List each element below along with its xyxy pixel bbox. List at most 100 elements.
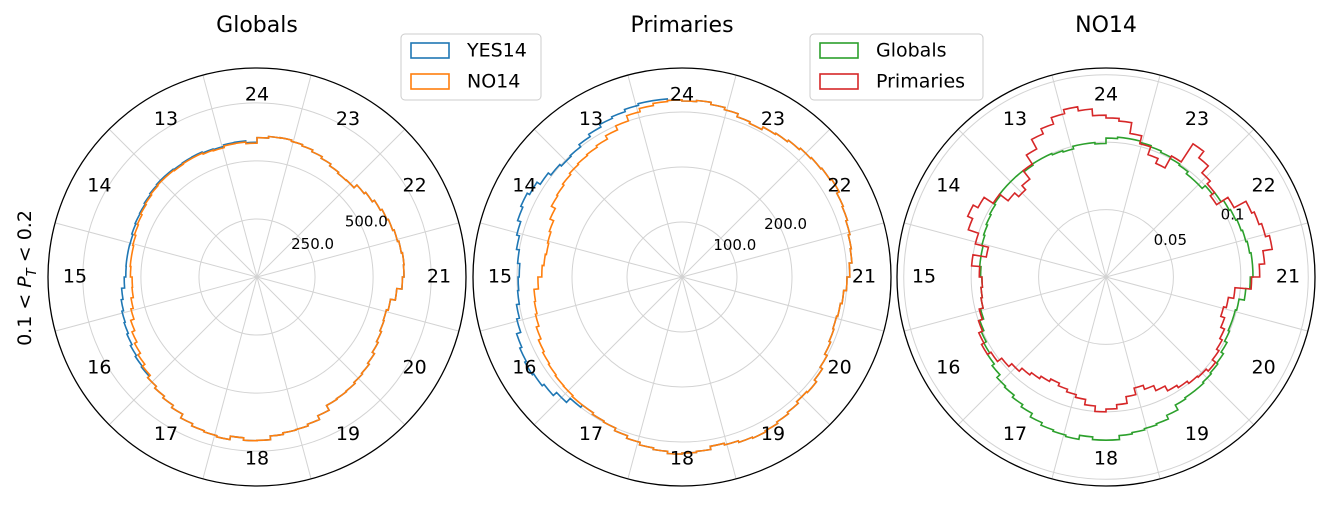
y-axis-label: 0.1 < PT < 0.2: [14, 210, 40, 346]
polar-frame: [472, 67, 892, 487]
sector-label: 13: [1003, 108, 1027, 130]
sector-label: 21: [1276, 266, 1300, 288]
sector-label: 13: [579, 108, 603, 130]
sector-label: 17: [154, 423, 178, 445]
polar-panel-3: 24 23 22 21 20 19 18 17 16 15 14 13 0.05 0.1 NO14 Globa…: [809, 13, 1316, 487]
sector-label: 16: [87, 357, 111, 379]
grid-spoke: [957, 128, 1107, 278]
sector-label: 24: [1094, 84, 1118, 106]
grid-ring: [626, 221, 738, 333]
grid-spoke: [1105, 74, 1161, 278]
radial-tick-label: 200.0: [764, 215, 807, 233]
polar-frame: [896, 67, 1316, 487]
legend-box: [809, 33, 984, 101]
sector-label: 20: [828, 357, 852, 379]
polar-frame: [47, 67, 467, 487]
grid-spoke: [627, 276, 683, 480]
grid-spoke: [681, 276, 831, 426]
grid-spoke: [1105, 222, 1309, 278]
panel-title: Globals: [216, 13, 298, 38]
radial-tick-label: 0.05: [1154, 231, 1187, 249]
sector-label: 13: [154, 108, 178, 130]
sector-label: 16: [936, 357, 960, 379]
sector-label: 17: [579, 423, 603, 445]
legend-box: [400, 33, 542, 101]
sector-label: 14: [87, 175, 111, 197]
sector-label: 21: [852, 266, 876, 288]
legend-swatch: [819, 42, 859, 59]
grid-spoke: [903, 276, 1107, 332]
grid-ring: [1038, 209, 1174, 345]
grid-ring: [82, 102, 432, 452]
legend-entry: Primaries: [876, 71, 965, 93]
sector-label: 23: [1185, 108, 1209, 130]
sector-label: 15: [488, 266, 512, 288]
sector-label: 14: [936, 175, 960, 197]
legend-entry: YES14: [466, 40, 527, 62]
polar-panels: 24 23 22 21 20 19 18 17 16 15 14 13 250.0 500.0 Global…: [47, 13, 1316, 487]
sector-label: 15: [63, 266, 87, 288]
grid-spoke: [1051, 74, 1107, 278]
panel-title: NO14: [1075, 13, 1137, 38]
grid-spoke: [1105, 276, 1309, 332]
legend-swatch: [410, 73, 450, 90]
grid-spoke: [533, 276, 683, 426]
sector-label: 14: [512, 175, 536, 197]
grid-ring: [903, 74, 1309, 480]
sector-label: 19: [1185, 423, 1209, 445]
grid-spoke: [681, 222, 885, 278]
sector-label: 22: [1252, 175, 1276, 197]
grid-spoke: [681, 276, 885, 332]
radial-tick-label: 100.0: [713, 236, 756, 254]
grid-spoke: [903, 222, 1107, 278]
grid-spoke: [479, 222, 683, 278]
sector-label: 17: [1003, 423, 1027, 445]
series-no14-line: [129, 135, 405, 442]
sector-label: 23: [336, 108, 360, 130]
sector-label: 19: [336, 423, 360, 445]
legend-entry: Globals: [876, 40, 947, 62]
sector-label: 23: [761, 108, 785, 130]
sector-label: 21: [427, 266, 451, 288]
grid-spoke: [957, 276, 1107, 426]
grid-spoke: [1105, 276, 1161, 480]
sector-label: 18: [245, 448, 269, 470]
radial-tick-label: 500.0: [345, 213, 388, 231]
sector-label: 18: [670, 448, 694, 470]
grid-spoke: [627, 74, 683, 278]
legend-swatch: [410, 42, 450, 59]
sector-label: 22: [403, 175, 427, 197]
legend-entry: NO14: [467, 71, 520, 93]
radial-tick-label: 250.0: [291, 235, 334, 253]
series-primaries-line: [966, 105, 1274, 413]
grid-spoke: [1105, 128, 1255, 278]
sector-label: 24: [245, 84, 269, 106]
grid-spoke: [1051, 276, 1107, 480]
sector-label: 18: [1094, 448, 1118, 470]
grid-spoke: [479, 276, 683, 332]
radial-tick-label: 0.1: [1221, 205, 1245, 223]
sector-label: 19: [761, 423, 785, 445]
grid-spoke: [681, 276, 737, 480]
legend-swatch: [819, 73, 859, 90]
series-no14-line: [533, 99, 853, 455]
series-globals-line: [978, 136, 1254, 442]
grid-spoke: [1105, 276, 1255, 426]
sector-label: 20: [1252, 357, 1276, 379]
grid-ring: [198, 218, 316, 336]
legend: Globals Primaries: [809, 33, 984, 101]
sector-label: 24: [670, 84, 694, 106]
legend: YES14 NO14: [400, 33, 542, 101]
grid-ring: [140, 160, 374, 394]
grid-spoke: [681, 74, 737, 278]
sector-label: 20: [403, 357, 427, 379]
panel-title: Primaries: [630, 13, 733, 38]
polar-panel-1: 24 23 22 21 20 19 18 17 16 15 14 13 250.0 500.0 Global…: [47, 13, 542, 487]
sector-label: 16: [512, 357, 536, 379]
sector-label: 22: [828, 175, 852, 197]
polar-panel-2: 24 23 22 21 20 19 18 17 16 15 14 13 100.0 200.0 Primar…: [472, 13, 892, 487]
grid-spoke: [533, 128, 683, 278]
sector-label: 15: [912, 266, 936, 288]
grid-ring: [571, 166, 793, 388]
